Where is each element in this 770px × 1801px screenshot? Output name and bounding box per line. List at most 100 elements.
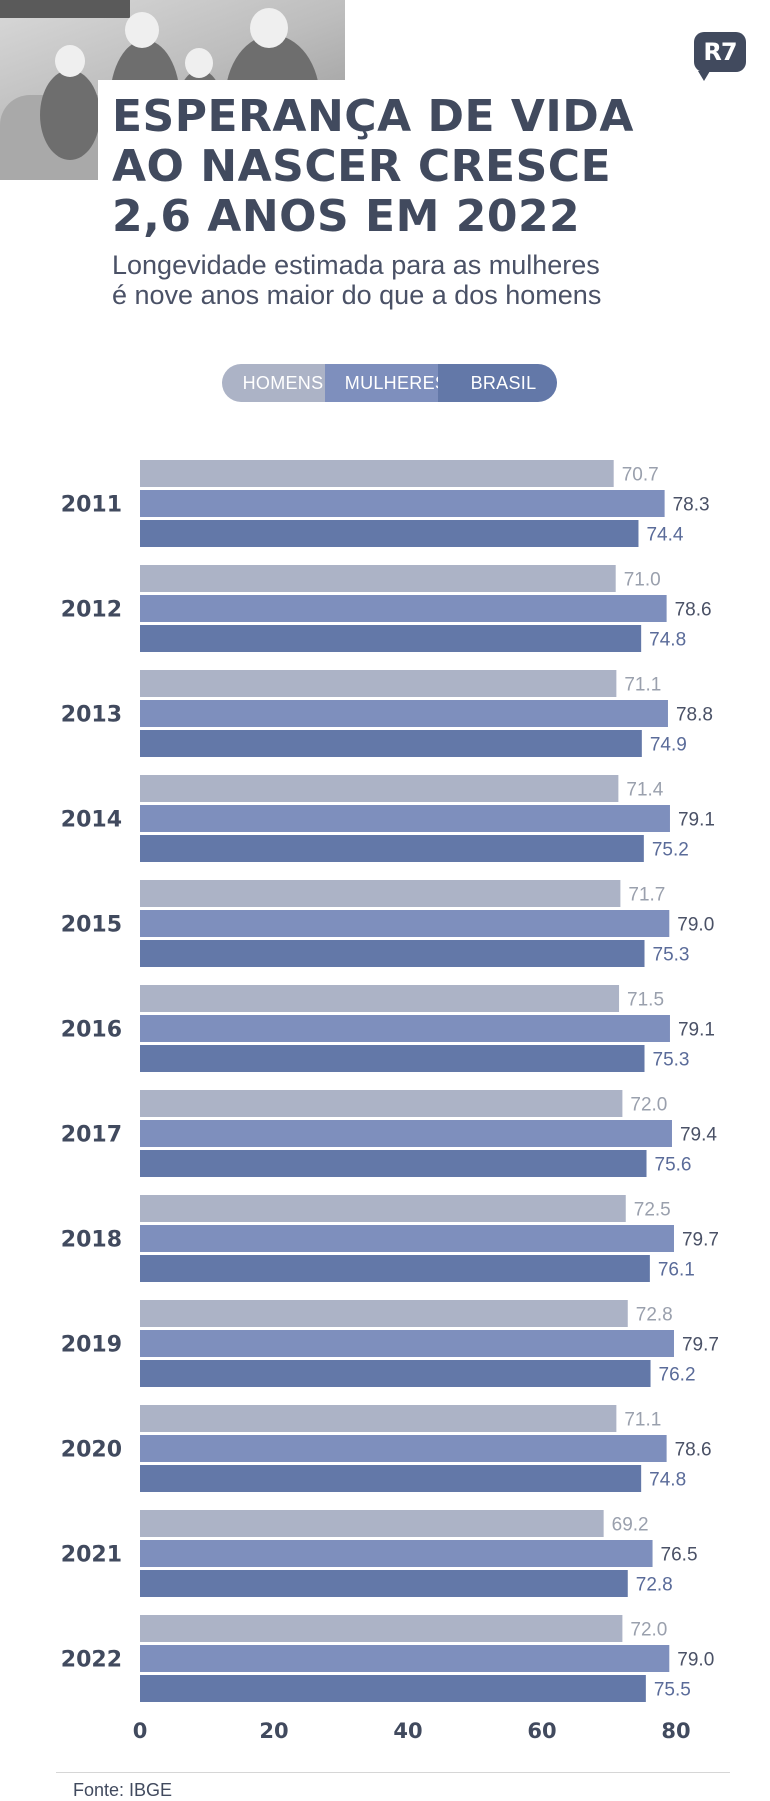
bar-brasil xyxy=(140,1255,650,1282)
data-label-brasil: 76.2 xyxy=(659,1365,696,1386)
bar-brasil xyxy=(140,1150,647,1177)
data-label-homens: 72.0 xyxy=(630,1620,667,1641)
data-label-brasil: 75.3 xyxy=(653,1050,690,1071)
page-subtitle: Longevidade estimada para as mulheres é … xyxy=(112,250,712,310)
bar-mulheres xyxy=(140,1225,674,1252)
data-label-homens: 69.2 xyxy=(612,1515,649,1536)
bar-homens xyxy=(140,1300,628,1327)
bar-brasil xyxy=(140,835,644,862)
data-label-brasil: 75.2 xyxy=(652,840,689,861)
data-label-homens: 71.0 xyxy=(624,570,661,591)
r7-logo: R7 xyxy=(694,32,746,81)
data-label-mulheres: 78.6 xyxy=(675,600,712,621)
data-label-mulheres: 78.6 xyxy=(675,1440,712,1461)
title-line: AO NASCER CRESCE xyxy=(112,141,612,192)
photo-person-child xyxy=(40,70,100,160)
year-label: 2022 xyxy=(61,1648,122,1673)
data-label-mulheres: 79.7 xyxy=(682,1230,719,1251)
legend-mulheres: MULHERES xyxy=(325,364,457,402)
data-label-brasil: 74.4 xyxy=(646,525,683,546)
data-label-homens: 71.1 xyxy=(624,675,661,696)
data-label-brasil: 76.1 xyxy=(658,1260,695,1281)
data-label-homens: 72.0 xyxy=(630,1095,667,1116)
data-label-mulheres: 78.3 xyxy=(673,495,710,516)
year-label: 2013 xyxy=(61,703,122,728)
bar-brasil xyxy=(140,1465,642,1492)
data-label-mulheres: 79.7 xyxy=(682,1335,719,1356)
title-backdrop xyxy=(98,80,348,190)
bar-homens xyxy=(140,1405,617,1432)
year-label: 2014 xyxy=(61,808,122,833)
bar-brasil xyxy=(140,520,639,547)
bar-brasil xyxy=(140,940,645,967)
bar-homens xyxy=(140,985,620,1012)
page-title: ESPERANÇA DE VIDA AO NASCER CRESCE 2,6 A… xyxy=(112,92,712,242)
data-label-brasil: 75.6 xyxy=(655,1155,692,1176)
data-label-mulheres: 79.0 xyxy=(677,1650,714,1671)
data-label-homens: 71.1 xyxy=(624,1410,661,1431)
year-label: 2012 xyxy=(61,598,122,623)
x-tick-label: 60 xyxy=(527,1719,556,1743)
data-label-brasil: 74.8 xyxy=(649,630,686,651)
photo-head-mother xyxy=(125,12,159,48)
x-tick-label: 20 xyxy=(259,1719,288,1743)
data-label-homens: 71.4 xyxy=(626,780,663,801)
bar-mulheres xyxy=(140,805,670,832)
data-label-brasil: 75.5 xyxy=(654,1680,691,1701)
data-label-mulheres: 79.1 xyxy=(678,810,715,831)
bar-mulheres xyxy=(140,1540,653,1567)
data-label-homens: 72.8 xyxy=(636,1305,673,1326)
bar-homens xyxy=(140,1615,623,1642)
footer-divider xyxy=(56,1772,730,1773)
source-note: Fonte: IBGE xyxy=(73,1780,173,1800)
year-label: 2019 xyxy=(61,1333,122,1358)
bar-mulheres xyxy=(140,595,667,622)
photo-head-child xyxy=(55,45,85,77)
year-label: 2021 xyxy=(61,1543,122,1568)
legend-label: MULHERES xyxy=(344,372,448,393)
year-label: 2018 xyxy=(61,1228,122,1253)
bar-mulheres xyxy=(140,1435,667,1462)
data-label-brasil: 74.8 xyxy=(649,1470,686,1491)
data-label-homens: 71.7 xyxy=(628,885,665,906)
x-tick-label: 80 xyxy=(661,1719,690,1743)
life-expectancy-bar-chart: 2011 70.7 78.3 74.4 2012 71.0 78.6 74.8 2013 71.1… xyxy=(61,460,719,1743)
bar-homens xyxy=(140,565,616,592)
bar-mulheres xyxy=(140,700,668,727)
x-tick-label: 0 xyxy=(133,1719,148,1743)
data-label-homens: 72.5 xyxy=(634,1200,671,1221)
title-line: 2,6 ANOS EM 2022 xyxy=(112,191,581,242)
bar-homens xyxy=(140,1090,623,1117)
bar-mulheres xyxy=(140,1120,672,1147)
bar-homens xyxy=(140,1195,626,1222)
title-line: ESPERANÇA DE VIDA xyxy=(112,91,634,142)
data-label-mulheres: 79.0 xyxy=(677,915,714,936)
bar-brasil xyxy=(140,1675,646,1702)
bar-homens xyxy=(140,460,614,487)
year-label: 2020 xyxy=(61,1438,122,1463)
photo-shelf xyxy=(0,0,130,18)
data-label-mulheres: 79.4 xyxy=(680,1125,717,1146)
data-label-mulheres: 79.1 xyxy=(678,1020,715,1041)
data-label-mulheres: 78.8 xyxy=(676,705,713,726)
year-label: 2015 xyxy=(61,913,122,938)
legend-label: HOMENS xyxy=(242,372,324,393)
legend-brasil: BRASIL xyxy=(438,364,557,402)
bar-homens xyxy=(140,670,617,697)
bar-homens xyxy=(140,880,621,907)
subtitle-line: é nove anos maior do que a dos homens xyxy=(112,280,602,310)
bar-homens xyxy=(140,1510,604,1537)
bar-brasil xyxy=(140,625,642,652)
photo-head-girl xyxy=(185,48,213,78)
subtitle-line: Longevidade estimada para as mulheres xyxy=(112,250,600,280)
data-label-brasil: 75.3 xyxy=(653,945,690,966)
year-label: 2017 xyxy=(61,1123,122,1148)
bar-brasil xyxy=(140,1570,628,1597)
bar-homens xyxy=(140,775,619,802)
bar-brasil xyxy=(140,1360,651,1387)
bar-mulheres xyxy=(140,1330,674,1357)
bar-mulheres xyxy=(140,1015,670,1042)
legend-label: BRASIL xyxy=(470,372,537,393)
chart-legend: HOMENS MULHERES BRASIL xyxy=(222,364,557,402)
x-tick-label: 40 xyxy=(393,1719,422,1743)
